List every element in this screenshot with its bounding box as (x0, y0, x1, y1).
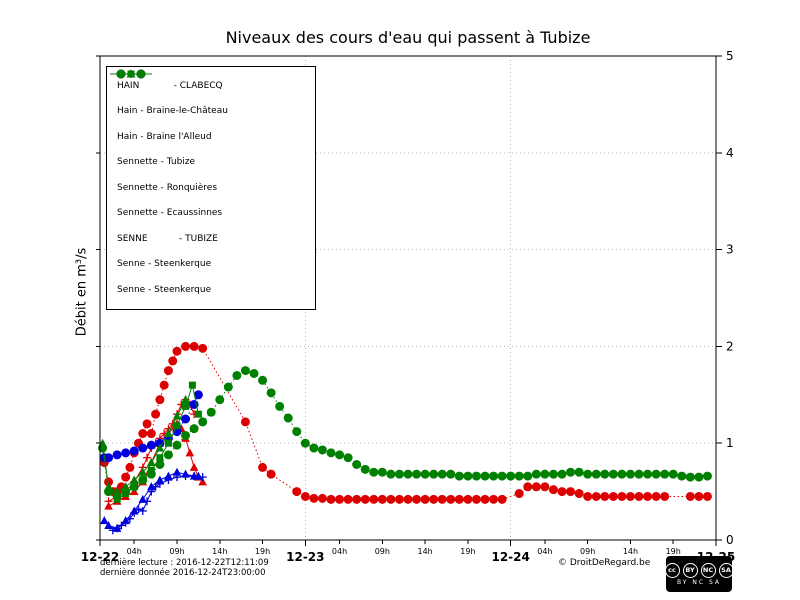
legend-label: Hain - Braine-le-Château (117, 106, 228, 117)
x-tick-day-label: 12-23 (286, 550, 324, 564)
x-tick-hour-label: 14h (212, 547, 227, 556)
x-tick-hour-label: 04h (127, 547, 142, 556)
x-tick-hour-label: 14h (417, 547, 432, 556)
y-tick-label: 4 (726, 146, 734, 160)
legend-item: Hain - Braine-le-Château (107, 70, 315, 125)
y-tick-label: 5 (726, 49, 734, 63)
x-tick-hour-label: 04h (332, 547, 347, 556)
legend-item: Sennette - Tubize (107, 69, 315, 176)
x-tick-hour-label: 09h (375, 547, 390, 556)
legend-sample-square-icon (110, 70, 152, 78)
cc-logo-icon: cc (664, 562, 680, 578)
x-tick-hour-label: 14h (623, 547, 638, 556)
cc-license-badge[interactable]: cc BY NC SA BY NC SA (664, 556, 734, 592)
y-tick-label: 2 (726, 339, 734, 353)
series-7-senne-steenkerque (98, 395, 190, 496)
cc-nc-icon: NC (700, 562, 716, 578)
x-tick-day-label: 12-22 (81, 550, 119, 564)
x-tick-day-label: 12-24 (491, 550, 529, 564)
legend-item: SENNE - TUBIZE (107, 69, 315, 252)
x-tick-hour-label: 09h (169, 547, 184, 556)
legend-item: Sennette - Ecaussinnes (107, 69, 315, 227)
legend-label: Sennette - Ronquières (117, 182, 218, 193)
chart-title: Niveaux des cours d'eau qui passent à Tu… (225, 28, 591, 47)
x-tick-hour-label: 19h (460, 547, 475, 556)
legend-label: HAIN - CLABECQ (117, 80, 223, 91)
legend-label: Senne - Steenkerque (117, 284, 212, 295)
legend-label: Sennette - Ecaussinnes (117, 208, 223, 219)
legend-label: Sennette - Tubize (117, 157, 196, 168)
legend-label: Senne - Steenkerque (117, 259, 212, 270)
y-tick-label: 3 (726, 243, 734, 257)
cc-icons-row: cc BY NC SA (664, 562, 734, 578)
x-tick-hour-label: 09h (580, 547, 595, 556)
legend-label: SENNE - TUBIZE (117, 233, 218, 244)
series-6-senne-tubize (98, 366, 712, 501)
legend-label: Hain - Braine l'Alleud (117, 131, 212, 142)
legend-item: Senne - Steenkerque (107, 69, 315, 278)
legend-item: Hain - Braine l'Alleud (107, 69, 315, 150)
legend: HAIN - CLABECQ Hain - Braine-le-Château Ha… (106, 66, 316, 310)
y-tick-label: 0 (726, 533, 734, 547)
series-0-hain-clabecq (99, 341, 712, 504)
series-8-senne-steenkerque (113, 381, 202, 503)
x-tick-hour-label: 04h (537, 547, 552, 556)
x-tick-hour-label: 19h (666, 547, 681, 556)
plot-border (99, 55, 717, 541)
cc-license-text: BY NC SA (677, 578, 721, 586)
legend-item: Senne - Steenkerque (107, 70, 315, 303)
copyright-text: © DroitDeRegard.be (558, 558, 651, 568)
legend-item: Sennette - Ronquières (107, 70, 315, 201)
series-5-sennette-ecaussinnes (99, 467, 203, 532)
x-tick-hour-label: 19h (255, 547, 270, 556)
cc-sa-icon: SA (718, 562, 734, 578)
last-reading-text: dernière lecture : 2016-12-22T12:11:09 (100, 558, 269, 568)
y-tick-label: 1 (726, 436, 734, 450)
last-data-text: dernière donnée 2016-12-24T23:00:00 (100, 568, 266, 578)
cc-by-icon: BY (682, 562, 698, 578)
